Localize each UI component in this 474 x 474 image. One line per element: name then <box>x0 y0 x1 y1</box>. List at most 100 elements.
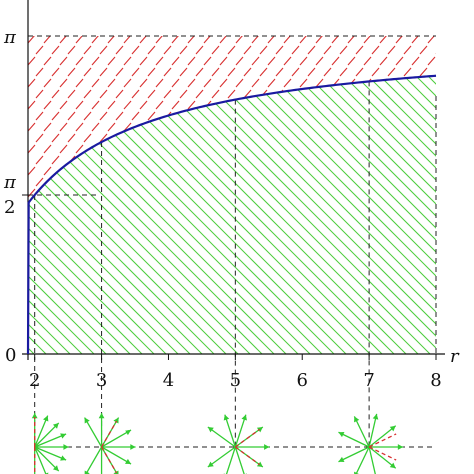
lower-region-hatch <box>0 36 436 356</box>
upper-hatch-mark <box>43 56 52 66</box>
upper-hatch-mark <box>388 24 395 32</box>
fan-arrow-head <box>207 427 214 433</box>
lower-hatch-line <box>0 36 24 356</box>
upper-hatch-mark <box>276 24 283 32</box>
upper-hatch-mark <box>227 89 236 99</box>
upper-hatch-mark <box>259 199 268 209</box>
upper-hatch-mark <box>283 100 292 110</box>
x-tick-label: 4 <box>163 370 174 391</box>
upper-hatch-mark <box>163 67 172 77</box>
fan-arrow-head <box>60 455 67 461</box>
upper-hatch-mark <box>195 89 204 99</box>
upper-hatch-mark <box>460 123 467 131</box>
upper-hatch-mark <box>387 111 396 121</box>
fan-arrow-head <box>125 430 132 436</box>
lower-hatch-line <box>28 75 205 354</box>
upper-hatch-mark <box>468 332 474 340</box>
lower-hatch-line <box>87 75 409 354</box>
upper-hatch-mark <box>291 309 300 319</box>
upper-hatch-mark <box>59 320 68 330</box>
upper-hatch-mark <box>452 222 459 230</box>
upper-hatch-mark <box>452 288 459 296</box>
upper-hatch-mark <box>283 56 292 66</box>
upper-hatch-mark <box>419 45 428 55</box>
upper-hatch-mark <box>452 310 459 318</box>
upper-hatch-mark <box>444 145 451 153</box>
upper-hatch-mark <box>347 320 356 330</box>
upper-hatch-mark <box>20 46 27 54</box>
upper-hatch-mark <box>395 56 404 66</box>
upper-hatch-mark <box>452 178 459 186</box>
lower-hatch-line <box>28 75 181 354</box>
upper-hatch-mark <box>299 122 308 132</box>
upper-hatch-mark <box>91 78 100 88</box>
limit-dash <box>234 428 260 448</box>
upper-hatch-mark <box>99 45 108 55</box>
lower-hatch-line <box>375 75 436 354</box>
upper-hatch-mark <box>435 155 436 165</box>
upper-hatch-mark <box>147 309 156 319</box>
upper-hatch-mark <box>331 56 340 66</box>
upper-hatch-mark <box>315 36 324 44</box>
lower-hatch-line <box>327 75 436 354</box>
upper-hatch-mark <box>115 199 124 209</box>
upper-hatch-mark <box>51 177 60 187</box>
upper-hatch-mark <box>340 24 347 32</box>
upper-hatch-mark <box>371 67 380 77</box>
upper-hatch-mark <box>444 79 451 87</box>
upper-hatch-mark <box>67 89 76 99</box>
upper-hatch-mark <box>468 90 474 98</box>
lower-hatch-line <box>28 75 241 354</box>
upper-hatch-mark <box>195 243 204 253</box>
upper-hatch-mark <box>403 133 412 143</box>
upper-hatch-mark <box>155 36 164 44</box>
upper-hatch-mark <box>243 111 252 121</box>
upper-hatch-mark <box>387 67 396 77</box>
fan-arrow-head <box>52 465 59 472</box>
upper-hatch-mark <box>387 177 396 187</box>
upper-hatch-mark <box>67 133 76 143</box>
fan-arrow <box>355 446 370 474</box>
upper-hatch-mark <box>444 189 451 197</box>
upper-hatch-mark <box>115 331 124 341</box>
upper-hatch-mark <box>347 254 356 264</box>
upper-hatch-mark <box>235 100 244 110</box>
upper-hatch-mark <box>452 46 459 54</box>
upper-hatch-mark <box>99 177 108 187</box>
upper-hatch-mark <box>28 78 36 88</box>
upper-hatch-mark <box>371 221 380 231</box>
upper-hatch-mark <box>292 24 299 32</box>
upper-hatch-mark <box>363 56 372 66</box>
upper-hatch-mark <box>444 123 451 131</box>
upper-hatch-mark <box>244 24 251 32</box>
upper-hatch-mark <box>123 342 132 352</box>
upper-hatch-mark <box>435 67 436 77</box>
upper-hatch-mark <box>275 221 284 231</box>
upper-hatch-mark <box>20 134 27 142</box>
upper-hatch-mark <box>468 310 474 318</box>
y-tick-half-den: 2 <box>4 197 15 218</box>
upper-hatch-mark <box>460 101 467 109</box>
lower-hatch-line <box>255 75 436 354</box>
upper-hatch-mark <box>219 276 228 286</box>
upper-hatch-mark <box>379 100 388 110</box>
x-tick-label: 2 <box>29 370 40 391</box>
upper-hatch-mark <box>123 144 132 154</box>
upper-hatch-mark <box>35 155 44 165</box>
upper-hatch-mark <box>107 320 116 330</box>
fan-arrow-head <box>241 414 247 421</box>
upper-hatch-mark <box>235 166 244 176</box>
upper-hatch-mark <box>228 24 235 32</box>
upper-hatch-mark <box>291 243 300 253</box>
upper-hatch-mark <box>427 298 436 308</box>
upper-hatch-mark <box>203 78 212 88</box>
upper-hatch-mark <box>323 67 332 77</box>
limit-dash <box>101 446 118 474</box>
upper-hatch-mark <box>275 155 284 165</box>
limit-dash <box>368 446 397 461</box>
upper-hatch-mark <box>444 321 451 329</box>
upper-hatch-mark <box>468 112 474 120</box>
lower-hatch-line <box>99 75 421 354</box>
upper-hatch-mark <box>452 266 459 274</box>
upper-hatch-mark <box>259 265 268 275</box>
